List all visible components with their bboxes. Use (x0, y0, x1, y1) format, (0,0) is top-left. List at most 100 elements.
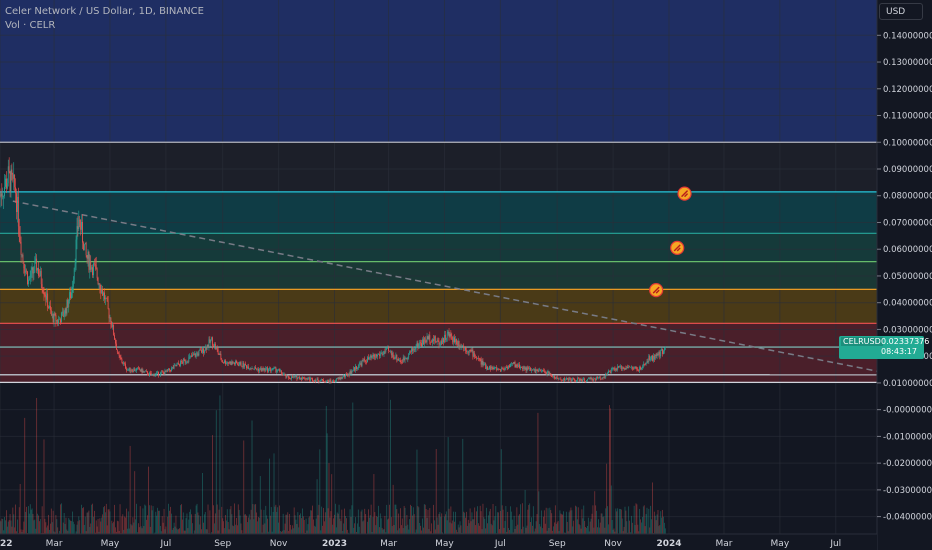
candle (663, 350, 664, 354)
volume-bar (101, 517, 103, 534)
volume-bar (418, 507, 420, 534)
volume-bar (44, 518, 46, 534)
candle (215, 347, 217, 349)
candle (250, 368, 252, 369)
volume-bar (604, 527, 606, 534)
candle (286, 375, 288, 378)
volume-bar (135, 519, 137, 534)
candle (134, 368, 136, 371)
candle (502, 368, 504, 370)
candle (636, 368, 638, 370)
candle (591, 377, 593, 379)
candle (566, 377, 568, 379)
candle (504, 368, 506, 370)
candle (252, 368, 254, 370)
volume-bar (192, 523, 193, 534)
volume-bar (609, 405, 610, 534)
candle (411, 348, 413, 351)
x-tick-label: Sep (549, 539, 566, 549)
candle (49, 305, 50, 308)
candle (376, 354, 378, 357)
candle (150, 373, 152, 375)
candle (662, 348, 663, 354)
volume-bar (233, 526, 235, 534)
volume-bar (444, 516, 445, 534)
volume-bar (113, 521, 115, 534)
volume-bar (649, 527, 651, 534)
candle (592, 378, 594, 381)
volume-bar (168, 503, 170, 534)
currency-button[interactable]: USD (879, 3, 923, 20)
volume-bar (286, 514, 288, 534)
candle (539, 369, 541, 371)
candle (417, 342, 419, 348)
volume-bar (559, 510, 561, 534)
volume-bar (173, 522, 175, 534)
volume-bar (571, 510, 573, 534)
y-tick-label: 0.04000000 (883, 299, 932, 309)
candle (20, 241, 22, 255)
candle (355, 366, 356, 371)
volume-bar (499, 529, 500, 534)
candle (408, 353, 410, 358)
volume-bar (629, 520, 630, 534)
candle (493, 367, 495, 370)
candle (226, 362, 228, 364)
candle (490, 366, 492, 370)
candle (35, 258, 37, 263)
candle (543, 370, 545, 372)
volume-bar (371, 531, 373, 534)
volume-bar (129, 445, 131, 534)
candle (482, 360, 484, 365)
volume-bar (592, 505, 594, 534)
volume-bar (148, 466, 149, 534)
candle (598, 377, 599, 378)
candle (565, 377, 567, 381)
volume-bar (617, 508, 619, 534)
candle (637, 369, 639, 371)
candle (176, 364, 178, 367)
volume-bar (554, 505, 556, 534)
candle (295, 375, 297, 377)
price-tag-countdown: 08:43:17 (881, 347, 917, 356)
volume-bar (47, 525, 49, 534)
volume-bar (553, 526, 554, 534)
candle (220, 353, 222, 359)
volume-bar (22, 529, 24, 534)
candle (450, 333, 452, 336)
candle (442, 338, 444, 344)
candle (303, 377, 305, 380)
volume-bar (532, 506, 534, 534)
volume-bar (75, 531, 77, 534)
candle (202, 348, 203, 353)
volume-bar (256, 512, 257, 534)
volume-bar (652, 482, 653, 534)
volume-bar (531, 517, 532, 534)
candle (664, 346, 666, 349)
candle (651, 355, 652, 360)
candle (659, 351, 661, 357)
candle (538, 370, 540, 372)
volume-bar (525, 527, 527, 534)
volume-bar (608, 524, 609, 534)
volume-bar (587, 517, 589, 534)
candle (273, 367, 275, 369)
volume-bar (411, 505, 412, 534)
candle (84, 242, 86, 245)
rocket-emoji-glyph (652, 286, 660, 294)
volume-bar (111, 520, 113, 534)
volume-bar (467, 519, 469, 534)
x-tick-label: Mar (46, 539, 63, 549)
candle (3, 196, 5, 197)
candle (181, 362, 183, 364)
volume-bar (521, 529, 522, 534)
candle (385, 348, 387, 353)
candle (22, 254, 24, 262)
y-tick-label: -0.03000000 (883, 486, 932, 496)
candle (652, 355, 654, 361)
candle (67, 299, 69, 308)
candle (192, 354, 193, 357)
candle (404, 358, 406, 361)
candle (350, 371, 352, 374)
